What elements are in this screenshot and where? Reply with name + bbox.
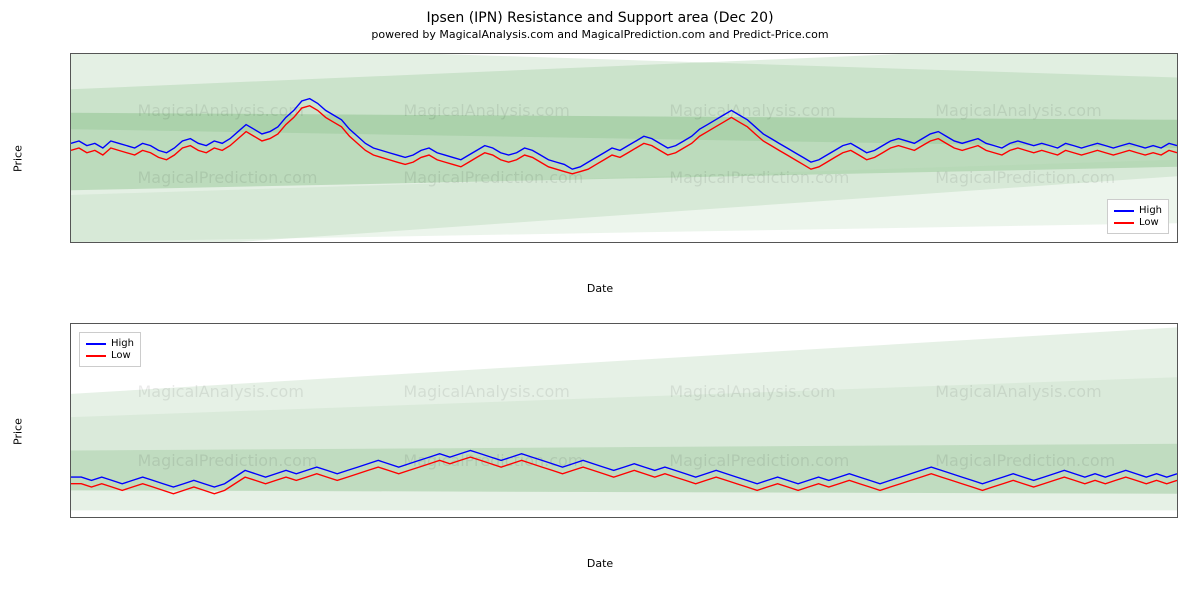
legend-swatch [86, 343, 106, 345]
legend-row-high: High [1114, 205, 1162, 216]
plot-area-top: MagicalAnalysis.comMagicalPrediction.com… [70, 53, 1178, 243]
legend-label: Low [1139, 217, 1159, 228]
legend-label: High [111, 338, 134, 349]
legend-row-high: High [86, 338, 134, 349]
bottom-chart: Price MagicalAnalysis.comMagicalPredicti… [10, 317, 1190, 572]
top-chart: Price MagicalAnalysis.comMagicalPredicti… [10, 47, 1190, 297]
plot-area-bottom: MagicalAnalysis.comMagicalPrediction.com… [70, 323, 1178, 518]
xtick-label: 2023-05 [70, 242, 92, 243]
ylabel-bottom: Price [12, 418, 25, 445]
legend-swatch [86, 355, 106, 357]
xtick-label: 2024-03 [604, 242, 646, 243]
legend-row-low: Low [1114, 217, 1162, 228]
xtick-label: 2025-01 [1158, 242, 1178, 243]
xtick-label: 2024-10-15 [398, 517, 456, 518]
xtick-label: 2024-07 [826, 242, 868, 243]
xtick-label: 2023-07 [161, 242, 203, 243]
legend-swatch [1114, 222, 1134, 224]
xlabel-bottom: Date [587, 557, 613, 570]
xtick-label: 2024-12-15 [873, 517, 931, 518]
series-line [71, 106, 1177, 174]
xtick-label: 2024-11-01 [517, 517, 575, 518]
xtick-label: 2024-09-15 [161, 517, 219, 518]
xtick-label: 2024-01 [493, 242, 535, 243]
legend-row-low: Low [86, 350, 134, 361]
xlabel-top: Date [587, 282, 613, 295]
series-line [71, 99, 1177, 170]
figure-container: Ipsen (IPN) Resistance and Support area … [0, 0, 1200, 600]
xtick-label: 2024-05 [715, 242, 757, 243]
legend: HighLow [79, 332, 141, 367]
xtick-label: 2023-09 [272, 242, 314, 243]
legend-label: Low [111, 350, 131, 361]
chart-subtitle: powered by MagicalAnalysis.com and Magic… [10, 28, 1190, 41]
chart-title: Ipsen (IPN) Resistance and Support area … [10, 10, 1190, 26]
xtick-label: 2024-12-01 [754, 517, 812, 518]
xtick-label: 2024-10-01 [279, 517, 337, 518]
legend-swatch [1114, 210, 1134, 212]
xtick-label: 2023-11 [382, 242, 424, 243]
xtick-label: 2024-11 [1047, 242, 1089, 243]
legend: HighLow [1107, 199, 1169, 234]
xtick-label: 2024-11-15 [636, 517, 694, 518]
ylabel-top: Price [12, 145, 25, 172]
xtick-label: 2024-09 [936, 242, 978, 243]
xtick-label: 2024-09-01 [70, 517, 100, 518]
legend-label: High [1139, 205, 1162, 216]
xtick-label: 2025-01-01 [992, 517, 1050, 518]
